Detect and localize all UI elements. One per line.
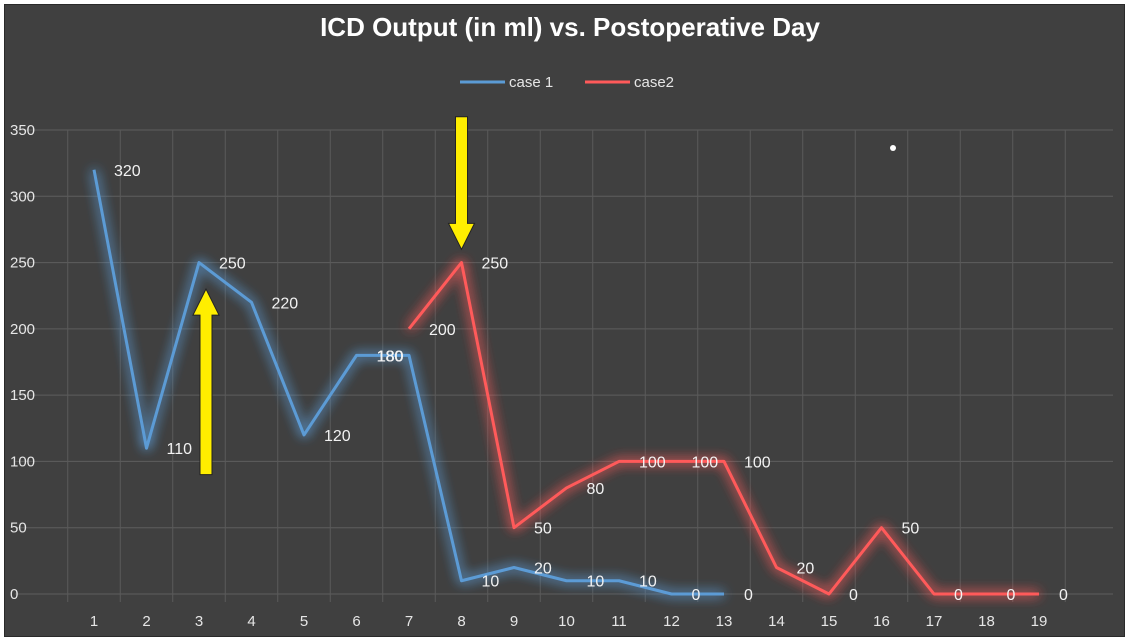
y-tick-label: 250 [10, 255, 35, 272]
y-tick-label: 350 [10, 122, 35, 139]
data-label: 0 [744, 587, 753, 604]
x-tick-label: 2 [142, 613, 150, 630]
stray-dot [890, 145, 896, 151]
chart-legend: case 1 case2 [460, 74, 674, 91]
x-tick-label: 7 [405, 613, 413, 630]
data-label: 0 [954, 587, 963, 604]
data-label: 0 [1007, 587, 1016, 604]
x-tick-label: 18 [978, 613, 995, 630]
y-tick-label: 50 [10, 520, 27, 537]
x-tick-label: 5 [300, 613, 308, 630]
data-label: 180 [377, 348, 404, 365]
y-tick-label: 100 [10, 453, 35, 470]
data-label: 220 [272, 295, 299, 312]
data-label: 100 [692, 454, 719, 471]
data-label: 250 [482, 256, 509, 273]
x-tick-label: 1 [90, 613, 98, 630]
x-tick-label: 19 [1031, 613, 1048, 630]
x-tick-label: 15 [821, 613, 838, 630]
data-label: 80 [587, 481, 605, 498]
chart-title: ICD Output (in ml) vs. Postoperative Day [320, 12, 820, 42]
x-tick-label: 6 [352, 613, 360, 630]
y-axis-ticks: 0 50 100 150 200 250 300 350 [10, 122, 35, 603]
y-tick-label: 300 [10, 188, 35, 205]
data-label: 0 [1059, 587, 1068, 604]
series-lines [92, 169, 1039, 596]
gridlines [15, 129, 1113, 602]
legend-label-case2: case2 [634, 74, 674, 91]
arrow-down-icon [447, 116, 476, 251]
data-label: 0 [849, 587, 858, 604]
data-label: 320 [114, 163, 141, 180]
x-tick-label: 10 [558, 613, 575, 630]
series-line-case2 [407, 261, 1039, 596]
data-label: 250 [219, 256, 246, 273]
x-tick-label: 12 [663, 613, 680, 630]
x-tick-label: 14 [768, 613, 785, 630]
series-line-case-1 [92, 169, 724, 596]
data-label: 100 [744, 454, 771, 471]
x-tick-label: 11 [611, 613, 627, 630]
data-label: 10 [482, 574, 500, 591]
y-tick-label: 200 [10, 321, 35, 338]
y-tick-label: 150 [10, 387, 35, 404]
data-label: 200 [429, 322, 456, 339]
x-tick-label: 9 [510, 613, 518, 630]
legend-label-case-1: case 1 [509, 74, 553, 91]
data-label: 50 [534, 521, 552, 538]
data-label: 120 [324, 428, 351, 445]
x-tick-label: 16 [873, 613, 890, 630]
annotation-arrows [192, 116, 476, 476]
arrow-up-icon [192, 287, 220, 476]
chart-frame [4, 4, 1125, 637]
data-label: 0 [692, 587, 701, 604]
data-label: 50 [902, 521, 920, 538]
x-axis-ticks: 1 2 3 4 5 6 7 8 9 10 11 12 13 14 15 16 17 18 19 [90, 613, 1048, 630]
x-tick-label: 4 [247, 613, 255, 630]
data-label: 10 [639, 574, 657, 591]
data-label: 20 [797, 560, 815, 577]
data-label: 180 [377, 348, 404, 365]
x-tick-label: 8 [457, 613, 465, 630]
x-tick-label: 3 [195, 613, 203, 630]
data-label: 10 [587, 574, 605, 591]
data-label: 100 [639, 454, 666, 471]
data-label: 110 [167, 441, 193, 458]
data-label: 20 [534, 560, 552, 577]
x-tick-label: 17 [926, 613, 943, 630]
x-tick-label: 13 [716, 613, 733, 630]
y-tick-label: 0 [10, 586, 18, 603]
